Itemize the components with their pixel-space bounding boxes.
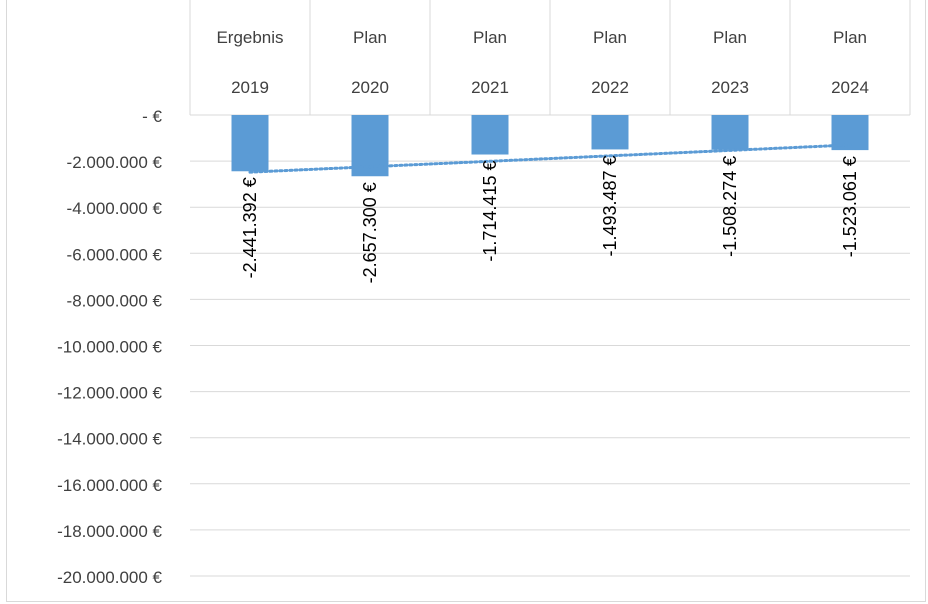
y-tick-label: -12.000.000 € [57, 384, 162, 403]
y-tick-label: -10.000.000 € [57, 338, 162, 357]
bar [591, 115, 629, 150]
category-label: Plan [473, 28, 507, 47]
category-year-label: 2024 [831, 78, 869, 97]
data-label: -2.657.300 € [360, 182, 380, 283]
y-tick-label: -20.000.000 € [57, 568, 162, 587]
category-year-label: 2020 [351, 78, 389, 97]
category-label: Plan [713, 28, 747, 47]
bar [711, 115, 749, 150]
data-label: -1.523.061 € [840, 156, 860, 257]
y-tick-label: -2.000.000 € [67, 153, 163, 172]
data-label: -1.508.274 € [720, 156, 740, 257]
category-year-label: 2023 [711, 78, 749, 97]
trendline [248, 143, 852, 174]
bar [471, 115, 509, 155]
category-label: Plan [833, 28, 867, 47]
y-tick-label: - € [142, 107, 162, 126]
data-label: -2.441.392 € [240, 177, 260, 278]
y-tick-label: -14.000.000 € [57, 430, 162, 449]
category-label: Ergebnis [216, 28, 283, 47]
y-tick-label: -4.000.000 € [67, 199, 163, 218]
y-tick-label: -16.000.000 € [57, 476, 162, 495]
y-tick-label: -8.000.000 € [67, 291, 163, 310]
category-year-label: 2019 [231, 78, 269, 97]
category-label: Plan [353, 28, 387, 47]
data-label: -1.493.487 € [600, 155, 620, 256]
category-year-label: 2022 [591, 78, 629, 97]
y-tick-label: -18.000.000 € [57, 522, 162, 541]
category-year-label: 2021 [471, 78, 509, 97]
bar [231, 115, 269, 172]
y-tick-label: -6.000.000 € [67, 245, 163, 264]
data-label: -1.714.415 € [480, 161, 500, 262]
chart-frame [6, 0, 926, 602]
category-label: Plan [593, 28, 627, 47]
